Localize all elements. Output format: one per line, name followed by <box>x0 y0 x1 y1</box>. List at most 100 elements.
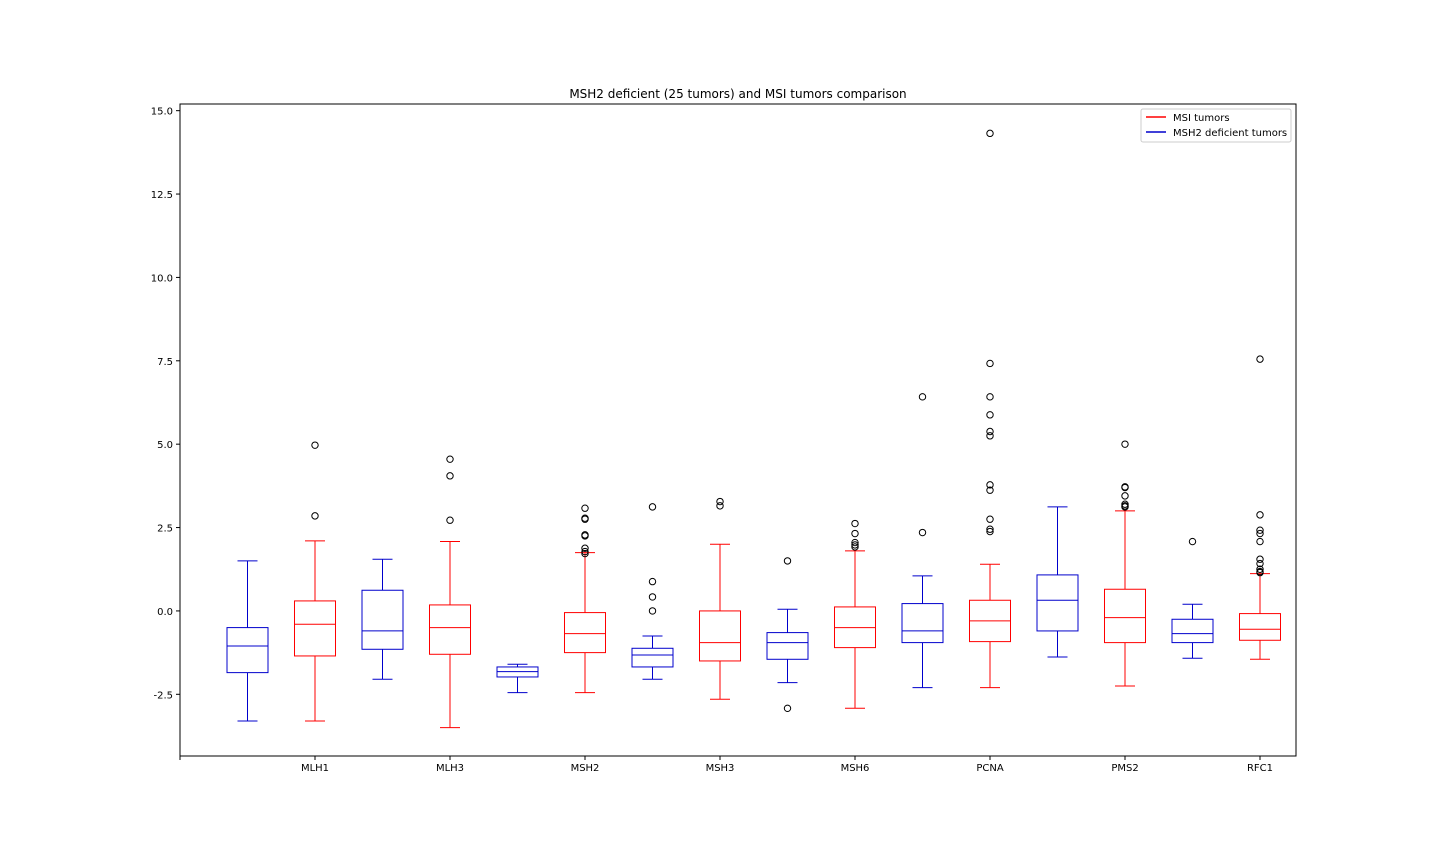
outlier-point <box>918 528 927 537</box>
outlier-point <box>1256 537 1264 546</box>
outlier-point <box>918 393 927 401</box>
outlier-point <box>986 432 994 440</box>
iqr-box <box>1239 613 1281 641</box>
legend-label-msi: MSI tumors <box>1173 113 1230 124</box>
iqr-box <box>361 589 404 650</box>
y-tick-label: 0.0 <box>157 607 173 618</box>
outlier-point <box>1256 529 1264 538</box>
legend: MSI tumors MSH2 deficient tumors <box>1140 108 1292 143</box>
box-pms2-msi <box>1104 440 1146 687</box>
outlier-point <box>446 472 454 480</box>
outlier-point <box>1256 511 1264 519</box>
outlier-point <box>986 129 994 138</box>
x-tick-label: PCNA <box>976 763 1003 774</box>
box-rfc1-msh2-deficient <box>1171 537 1214 659</box>
outlier-point <box>986 393 994 401</box>
outlier-point <box>648 503 657 511</box>
outlier-point <box>986 427 994 436</box>
outlier-point <box>1256 526 1264 534</box>
y-tick-label: 12.5 <box>151 190 173 201</box>
outlier-point <box>986 525 994 533</box>
box-rfc1-msi <box>1239 355 1281 660</box>
outlier-point <box>851 519 859 528</box>
outlier-point <box>783 704 792 713</box>
outlier-point <box>648 593 657 601</box>
outlier-point <box>986 486 994 494</box>
outlier-point <box>1256 565 1264 573</box>
outlier-point <box>986 359 994 368</box>
outlier-point <box>986 527 994 536</box>
iqr-box <box>429 604 471 655</box>
outlier-point <box>1121 483 1129 492</box>
box-msh3-msi <box>699 497 741 700</box>
outlier-point <box>1256 568 1264 577</box>
box-msh6-msi <box>834 519 876 709</box>
outlier-point <box>986 515 994 523</box>
iqr-box <box>226 627 269 674</box>
outlier-point <box>311 441 319 449</box>
outlier-point <box>783 557 792 565</box>
outlier-point <box>446 516 454 524</box>
outlier-point <box>851 541 859 549</box>
outlier-point <box>446 455 454 463</box>
outlier-point <box>581 504 589 512</box>
box-msh3-msh2-deficient <box>631 503 674 680</box>
outlier-point <box>1256 355 1264 363</box>
iqr-box <box>1104 588 1146 644</box>
outlier-point <box>1256 559 1264 568</box>
x-tick-label: RFC1 <box>1247 763 1273 774</box>
outlier-point <box>986 481 994 489</box>
outlier-point <box>311 512 319 520</box>
x-tick-label: MSH3 <box>706 763 735 774</box>
iqr-box <box>1171 618 1214 644</box>
y-tick-label: 7.5 <box>157 357 173 368</box>
y-tick-label: 15.0 <box>151 107 173 118</box>
outlier-point <box>648 607 657 615</box>
y-tick-label: -2.5 <box>153 690 173 701</box>
outlier-point <box>851 529 859 538</box>
iqr-box <box>564 612 606 654</box>
boxes <box>226 129 1281 729</box>
y-tick-label: 10.0 <box>151 273 173 284</box>
box-pcna-msi <box>969 129 1011 689</box>
box-mlh1-msh2-deficient <box>226 560 269 722</box>
outlier-point <box>581 549 589 558</box>
x-tick-label: MSH6 <box>841 763 870 774</box>
outlier-point <box>986 411 994 419</box>
outlier-point <box>1121 440 1129 448</box>
box-mlh3-msh2-deficient <box>361 558 404 680</box>
outlier-point <box>581 515 589 523</box>
box-mlh1-msi <box>294 441 336 722</box>
outlier-point <box>851 543 859 551</box>
iqr-box <box>766 632 809 660</box>
outlier-point <box>1188 537 1197 546</box>
outlier-point <box>716 497 724 506</box>
outlier-point <box>851 538 859 547</box>
y-tick-label: 5.0 <box>157 440 173 451</box>
x-tick-label: MSH2 <box>571 763 600 774</box>
outlier-point <box>1121 492 1129 500</box>
iqr-box <box>699 610 741 662</box>
iqr-box <box>901 603 944 644</box>
y-axis: -2.5 0.0 2.5 5.0 7.5 10.0 12.5 15.0 <box>151 107 180 701</box>
iqr-box <box>294 600 336 657</box>
outlier-point <box>1121 503 1129 511</box>
x-axis: MLH1 MLH3 MSH2 MSH3 MSH6 PCNA PMS2 RFC1 <box>179 756 1273 774</box>
box-pms2-msh2-deficient <box>1036 506 1079 658</box>
y-tick-label: 2.5 <box>157 524 173 535</box>
iqr-box <box>1036 574 1079 632</box>
outlier-point <box>1256 555 1264 563</box>
x-tick-label: PMS2 <box>1111 763 1138 774</box>
outlier-point <box>581 547 589 556</box>
box-pcna-msh2-deficient <box>901 393 944 689</box>
legend-frame <box>1140 108 1292 143</box>
plot-frame <box>179 103 1297 757</box>
box-mlh3-msi <box>429 455 471 729</box>
chart-title: MSH2 deficient (25 tumors) and MSI tumor… <box>569 87 906 101</box>
x-tick-label: MLH3 <box>436 763 464 774</box>
box-msh2-msh2-deficient <box>496 663 539 694</box>
box-msh6-msh2-deficient <box>766 557 809 713</box>
outlier-point <box>716 502 724 510</box>
outlier-point <box>648 577 657 586</box>
